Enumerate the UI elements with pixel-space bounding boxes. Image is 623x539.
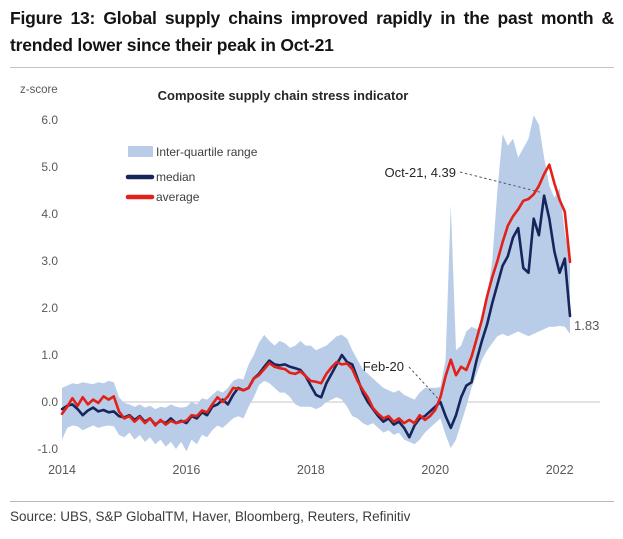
y-tick-label: -1.0: [37, 442, 58, 456]
legend-label-median: median: [156, 170, 195, 184]
x-tick-label: 2016: [173, 463, 201, 477]
annotation-label: Oct-21, 4.39: [384, 165, 456, 180]
annotation-leader: [408, 366, 439, 400]
title-divider: [10, 67, 614, 68]
y-tick-label: 5.0: [41, 160, 58, 174]
source-text: Source: UBS, S&P GlobalTM, Haver, Bloomb…: [10, 509, 411, 524]
x-tick-label: 2020: [421, 463, 449, 477]
legend-label-iqr: Inter-quartile range: [156, 145, 258, 159]
y-tick-label: 2.0: [41, 301, 58, 315]
x-tick-label: 2018: [297, 463, 325, 477]
x-tick-label: 2022: [546, 463, 574, 477]
legend-label-average: average: [156, 190, 200, 204]
y-tick-label: 3.0: [41, 254, 58, 268]
annotation-label: Feb-20: [363, 359, 404, 374]
figure-title: Figure 13: Global supply chains improved…: [10, 8, 614, 56]
source-divider: [10, 501, 614, 502]
y-tick-label: 4.0: [41, 207, 58, 221]
iqr-band: [62, 115, 570, 452]
y-axis-unit-label: z-score: [20, 84, 58, 96]
y-tick-label: 6.0: [41, 113, 58, 127]
legend-swatch-iqr: [128, 146, 153, 157]
average-line: [60, 163, 572, 427]
y-tick-label: 1.0: [41, 348, 58, 362]
chart-title: Composite supply chain stress indicator: [158, 88, 409, 103]
x-tick-label: 2014: [48, 463, 76, 477]
y-tick-label: 0.0: [41, 395, 58, 409]
annotation-leader: [459, 171, 543, 194]
median-end-value-label: 1.83: [574, 318, 599, 333]
